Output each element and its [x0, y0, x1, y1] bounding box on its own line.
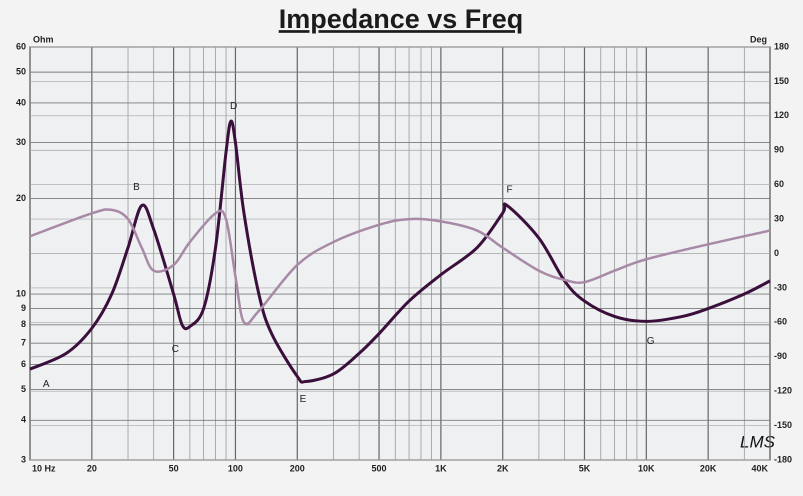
- signature: LMS: [740, 432, 776, 451]
- y2-tick-label: 180: [774, 41, 789, 51]
- x-tick-label: 40K: [751, 463, 768, 473]
- y2-tick-label: 150: [774, 76, 789, 86]
- x-tick-label: 100: [228, 463, 243, 473]
- y2-tick-label: -150: [774, 420, 792, 430]
- y2-tick-label: 30: [774, 213, 784, 223]
- y-tick-label: 6: [21, 359, 26, 369]
- y2-tick-label: -60: [774, 317, 787, 327]
- y-tick-label: 3: [21, 454, 26, 464]
- line-series: [29, 119, 771, 384]
- y-tick-label: 10: [16, 288, 26, 298]
- y2-tick-label: 90: [774, 145, 784, 155]
- annotation: F: [507, 184, 513, 195]
- y-tick-label: 8: [21, 319, 26, 329]
- y-axis-label: Ohm: [33, 34, 54, 44]
- annotation: C: [172, 344, 179, 355]
- x-tick-label: 10 Hz: [32, 463, 56, 473]
- x-tick-label: 200: [290, 463, 305, 473]
- x-tick-label: 20K: [700, 463, 717, 473]
- annotation: A: [43, 379, 50, 390]
- y2-tick-label: 0: [774, 248, 779, 258]
- x-tick-label: 500: [372, 463, 387, 473]
- chart-title: Impedance vs Freq: [279, 4, 524, 34]
- x-tick-label: 1K: [435, 463, 447, 473]
- x-tick-label: 2K: [497, 463, 509, 473]
- y2-tick-label: -90: [774, 351, 787, 361]
- line-series: [29, 208, 771, 326]
- y2-tick-label: 120: [774, 110, 789, 120]
- y-tick-label: 40: [16, 97, 26, 107]
- y-tick-label: 5: [21, 384, 26, 394]
- y2-axis-label: Deg: [750, 34, 767, 44]
- annotation: D: [230, 101, 237, 112]
- x-tick-label: 5K: [579, 463, 591, 473]
- annotation: E: [300, 394, 307, 405]
- x-tick-label: 50: [169, 463, 179, 473]
- y2-tick-label: 60: [774, 179, 784, 189]
- annotation: B: [133, 182, 140, 193]
- y-tick-label: 20: [16, 193, 26, 203]
- y-tick-label: 9: [21, 303, 26, 313]
- y2-tick-label: -30: [774, 282, 787, 292]
- y2-tick-label: -120: [774, 386, 792, 396]
- x-tick-label: 20: [87, 463, 97, 473]
- y2-tick-label: -180: [774, 454, 792, 464]
- y-tick-label: 60: [16, 41, 26, 51]
- annotation: G: [647, 336, 655, 347]
- y-tick-label: 50: [16, 67, 26, 77]
- x-tick-label: 10K: [638, 463, 655, 473]
- y-tick-label: 7: [21, 338, 26, 348]
- y-tick-label: 4: [21, 415, 26, 425]
- y-tick-label: 30: [16, 137, 26, 147]
